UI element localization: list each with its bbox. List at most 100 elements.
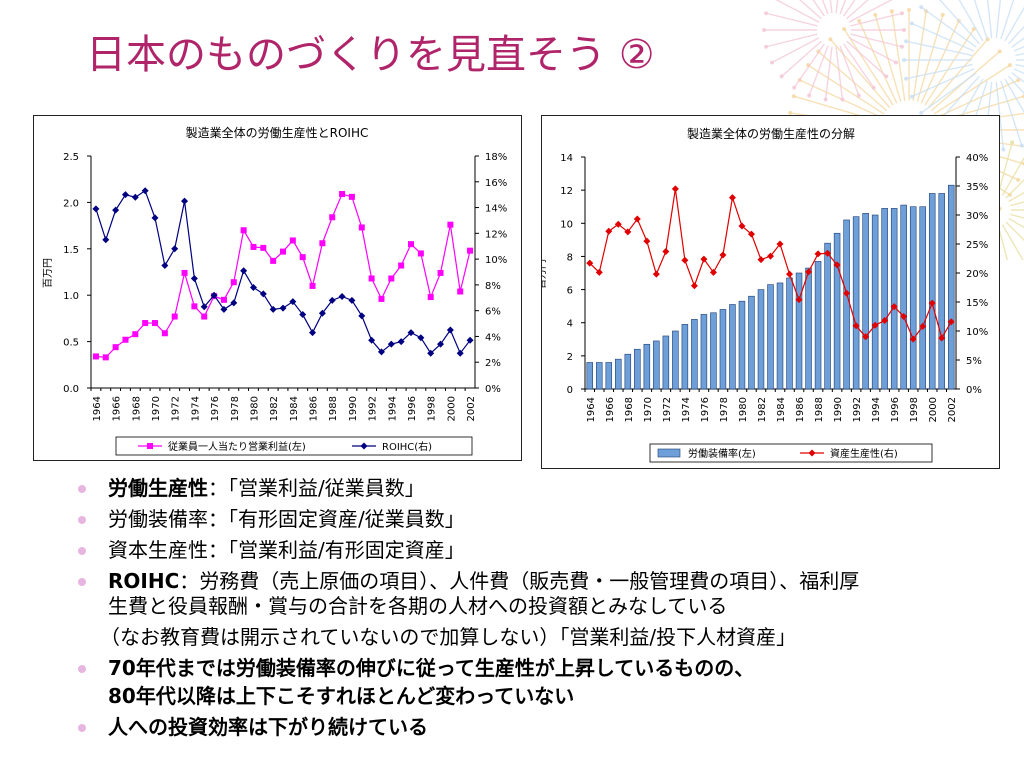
- point: [270, 257, 277, 264]
- point: [728, 194, 736, 202]
- bar: [871, 214, 879, 390]
- bar: [615, 358, 622, 390]
- y-tick-label-left: 2: [567, 352, 573, 363]
- point: [805, 268, 813, 276]
- firework-spark: [871, 85, 876, 90]
- point: [269, 305, 277, 313]
- point: [132, 331, 139, 338]
- point: [709, 268, 717, 276]
- bar: [681, 324, 689, 390]
- firework-ray: [911, 22, 975, 52]
- point: [259, 290, 267, 298]
- x-tick-label: 1972: [662, 397, 673, 422]
- bar: [805, 267, 812, 390]
- point: [928, 299, 936, 307]
- bullet-dot: [78, 724, 86, 732]
- y-tick-label-right: 18%: [485, 152, 507, 163]
- bar: [634, 348, 641, 390]
- point: [181, 269, 188, 276]
- x-tick-label: 2000: [446, 396, 457, 421]
- x-tick-label: 2002: [947, 397, 958, 422]
- bullet-dot: [78, 547, 86, 555]
- point: [719, 251, 727, 259]
- legend-swatch: [657, 448, 681, 458]
- point: [102, 236, 110, 244]
- point: [437, 340, 445, 348]
- bar: [605, 362, 613, 390]
- point: [318, 309, 326, 317]
- firework-spark: [1016, 78, 1021, 83]
- point: [605, 227, 613, 235]
- firework-spark: [779, 74, 784, 79]
- point: [700, 255, 708, 263]
- x-tick-label: 1982: [757, 397, 768, 422]
- x-tick-label: 1996: [890, 397, 901, 422]
- firework-spark: [903, 39, 908, 44]
- x-tick-label: 1964: [92, 396, 103, 421]
- point: [141, 187, 149, 195]
- firework-spark: [1010, 140, 1015, 145]
- firework-spark: [909, 94, 914, 99]
- y-tick-label-right: 16%: [485, 178, 507, 189]
- bar: [862, 213, 869, 390]
- y-axis-label: 百万円: [542, 259, 548, 289]
- bar: [757, 289, 765, 390]
- point: [662, 248, 670, 256]
- y-tick-label-right: 4%: [485, 332, 501, 343]
- firework-ray: [850, 12, 903, 27]
- y-tick-label-right: 20%: [966, 269, 988, 280]
- legend-marker: [360, 442, 368, 450]
- legend-box: [649, 443, 933, 463]
- firework-ray: [905, 63, 973, 80]
- firework-ray: [912, 10, 927, 102]
- point: [467, 247, 474, 254]
- point: [240, 267, 248, 275]
- y-tick-label-left: 4: [567, 319, 573, 330]
- x-tick-label: 1986: [309, 396, 320, 421]
- bullet-dot: [78, 485, 86, 493]
- point: [843, 289, 851, 297]
- bar: [900, 204, 907, 390]
- bar: [586, 362, 594, 390]
- firework-ray: [829, 0, 833, 14]
- firework-ray: [997, 226, 1009, 260]
- x-tick-label: 1998: [427, 396, 438, 421]
- firework-ray: [1008, 25, 1024, 44]
- point: [407, 329, 415, 337]
- point: [776, 240, 784, 248]
- bar: [776, 282, 784, 390]
- bullet-label: 資本生産性: [108, 538, 208, 562]
- bullet-text: ：「営業利益/有形固定資産」: [208, 538, 465, 562]
- point: [388, 275, 395, 282]
- bullet-text: 80年代以降は上下こそすれほとんど変わっていない: [108, 684, 575, 708]
- x-tick-label: 1966: [605, 397, 616, 422]
- point: [151, 214, 159, 222]
- firework-spark: [889, 9, 894, 14]
- firework-ray: [843, 28, 894, 106]
- firework-ray: [1005, 179, 1024, 199]
- firework-ray: [986, 0, 993, 39]
- point: [299, 311, 307, 319]
- bullet-dot: [78, 578, 86, 586]
- point: [586, 259, 594, 267]
- slide-title: 日本のものづくりを見直そう ②: [86, 32, 655, 78]
- x-tick-label: 1974: [190, 396, 201, 421]
- point: [92, 353, 99, 360]
- firework-ray: [997, 141, 1013, 194]
- x-tick-label: 1998: [909, 397, 920, 422]
- point: [190, 274, 198, 282]
- firework-spark: [764, 44, 769, 49]
- point: [690, 282, 698, 290]
- point: [681, 256, 689, 264]
- x-tick-label: 1992: [852, 397, 863, 422]
- point: [191, 303, 198, 310]
- x-tick-label: 1990: [348, 396, 359, 421]
- point: [210, 291, 218, 299]
- firework-spark: [823, 97, 828, 102]
- bar: [653, 340, 660, 390]
- point: [633, 215, 641, 223]
- firework-spark: [770, 60, 775, 65]
- bar: [748, 295, 755, 390]
- y-tick-label-right: 8%: [485, 281, 501, 292]
- x-tick-label: 1980: [738, 397, 749, 422]
